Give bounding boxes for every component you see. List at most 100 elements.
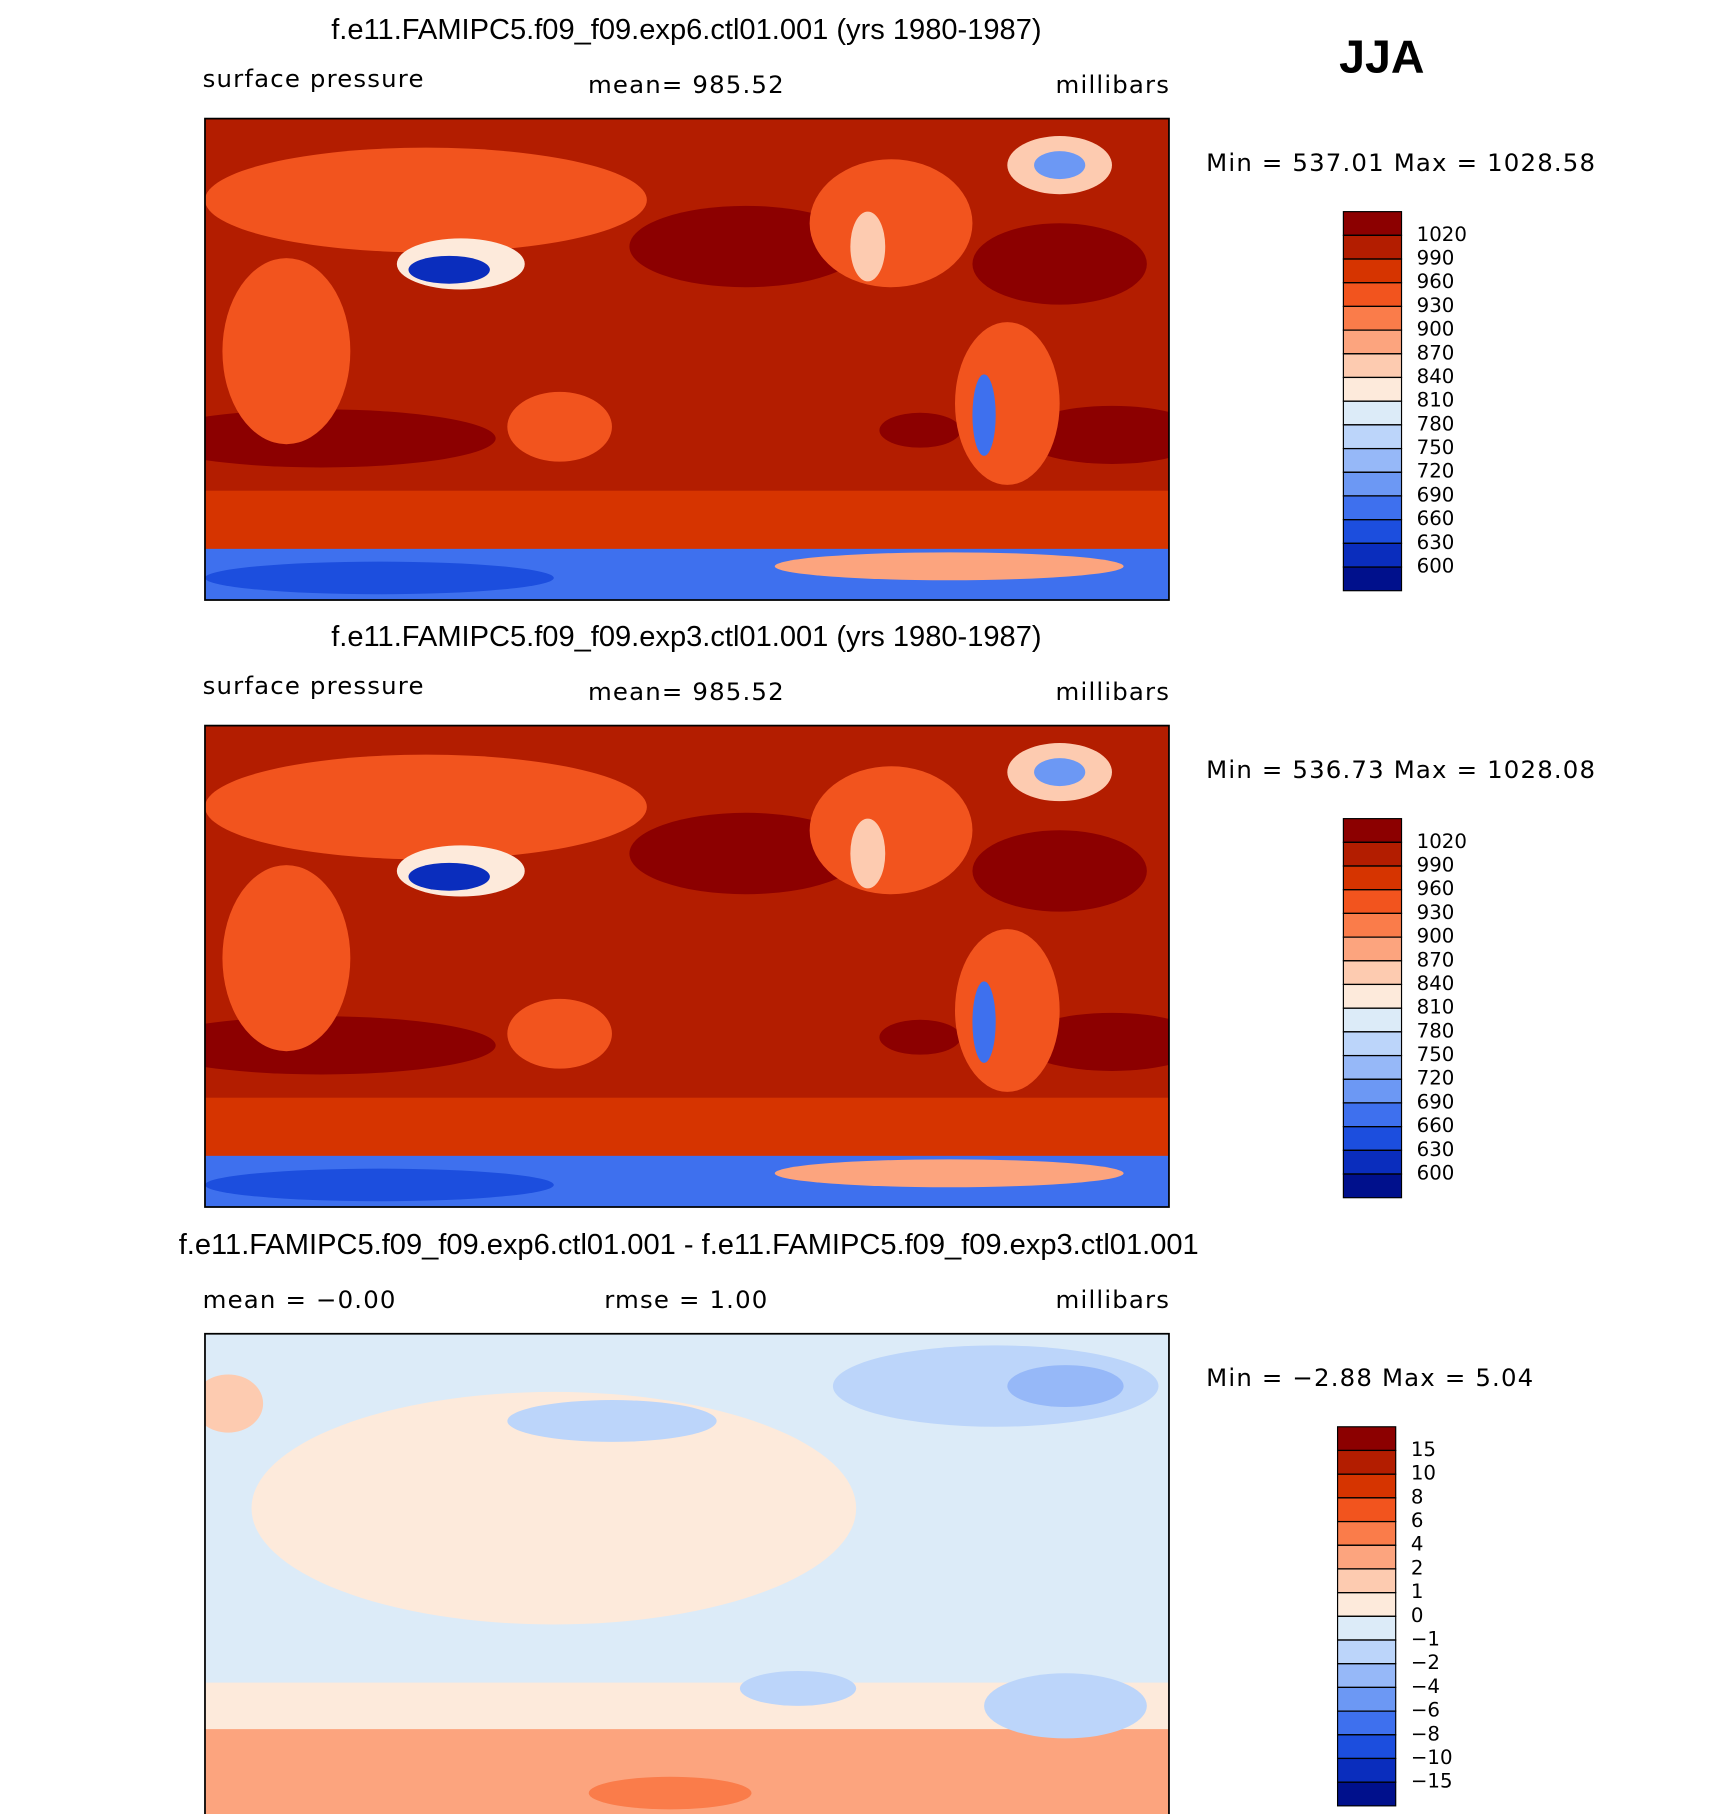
colorbar-box [1342, 566, 1403, 592]
colorbar-label: −8 [1411, 1722, 1440, 1745]
colorbar-label: 600 [1417, 1162, 1455, 1185]
subtitle-center: rmse = 1.00 [604, 1285, 768, 1314]
colorbar-box [1336, 1639, 1397, 1665]
colorbar-box [1342, 353, 1403, 379]
rockies [850, 211, 886, 282]
subtitle-left: mean = −0.00 [203, 1285, 397, 1314]
australia [507, 998, 612, 1069]
rockies [850, 818, 886, 889]
south-america [955, 929, 1060, 1092]
andes [972, 374, 996, 456]
colorbar-label: 990 [1417, 247, 1455, 270]
colorbar-box [1342, 983, 1403, 1009]
colorbar-box [1342, 889, 1403, 914]
colorbar-label: 750 [1417, 1043, 1455, 1066]
south-america [955, 322, 1060, 485]
colorbar-box [1342, 424, 1403, 450]
colorbar-box [1336, 1473, 1397, 1499]
colorbar-label: 870 [1417, 341, 1455, 364]
map-fill [204, 1333, 1169, 1814]
cream-eurasia [251, 1391, 857, 1625]
colorbar-label: 1020 [1417, 830, 1467, 853]
colorbar-box [1342, 1149, 1403, 1175]
colorbar-box [1342, 542, 1403, 568]
colorbar-label: 960 [1417, 270, 1455, 293]
high-atlantic [972, 223, 1147, 305]
colorbar-box [1342, 1031, 1403, 1057]
colorbar-box [1342, 400, 1403, 426]
colorbar-box [1342, 258, 1403, 284]
greenland-ice [1034, 758, 1086, 787]
colorbar-label: 750 [1417, 436, 1455, 459]
min-max: Min = −2.88 Max = 5.04 [1206, 1363, 1534, 1392]
colorbar-box [1336, 1592, 1397, 1617]
map-frame [204, 1332, 1170, 1814]
colorbar-box [1342, 376, 1403, 402]
antarctic-deep [204, 1168, 554, 1202]
min-max: Min = 536.73 Max = 1028.08 [1206, 755, 1596, 784]
colorbar-label: 870 [1417, 948, 1455, 971]
colorbar-label: −1 [1411, 1628, 1440, 1651]
africa [222, 865, 351, 1052]
colorbar-box [1336, 1686, 1397, 1712]
colorbar-label: 660 [1417, 507, 1455, 530]
map [204, 1332, 1170, 1814]
colorbar-box [1336, 1568, 1397, 1594]
colorbar-box [1336, 1449, 1397, 1475]
subtitle-right: millibars [1056, 1285, 1171, 1314]
colorbar-label: 930 [1417, 294, 1455, 317]
antarctic-edge [774, 552, 1124, 581]
colorbar-label: 600 [1417, 555, 1455, 578]
north-america [809, 766, 973, 895]
colorbar-box [1336, 1544, 1397, 1570]
map [204, 117, 1170, 601]
antarctic-edge [774, 1159, 1124, 1188]
high-pacific [629, 205, 862, 288]
colorbar-box [1342, 1007, 1403, 1033]
colorbar-box [1342, 519, 1403, 544]
colorbar-box [1336, 1520, 1397, 1546]
high-south-pac [879, 412, 961, 448]
map-fill [204, 725, 1169, 1208]
colorbar-label: 900 [1417, 318, 1455, 341]
colorbar-label: 810 [1417, 389, 1455, 412]
colorbar-box [1342, 818, 1403, 843]
colorbar-box [1342, 1078, 1403, 1104]
colorbar-box [1342, 495, 1403, 521]
colorbar-label: 4 [1411, 1533, 1424, 1556]
colorbar-box [1336, 1710, 1397, 1736]
colorbar-label: −10 [1411, 1746, 1453, 1769]
colorbar-label: 1 [1411, 1580, 1424, 1603]
colorbar-box [1342, 960, 1403, 986]
colorbar-box [1342, 912, 1403, 938]
colorbar-label: −6 [1411, 1699, 1440, 1722]
subtitle-right: millibars [1056, 70, 1171, 99]
south-low [984, 1673, 1147, 1739]
andes [972, 981, 996, 1063]
eurasia [204, 147, 647, 253]
colorbar-label: 720 [1417, 460, 1455, 483]
colorbar-box [1336, 1734, 1397, 1760]
colorbar-box [1342, 305, 1403, 331]
colorbar-label: 840 [1417, 972, 1455, 995]
colorbar-label: 990 [1417, 854, 1455, 877]
colorbar-box [1336, 1663, 1397, 1688]
colorbar-box [1342, 282, 1403, 307]
south-deep [588, 1776, 752, 1810]
colorbar-label: 810 [1417, 996, 1455, 1019]
greenland-low [1007, 1365, 1124, 1408]
colorbar-label: 660 [1417, 1114, 1455, 1137]
colorbar-box [1342, 1126, 1403, 1151]
panel-title: f.e11.FAMIPC5.f09_f09.exp6.ctl01.001 (yr… [331, 14, 1041, 46]
colorbar-box [1342, 1102, 1403, 1128]
colorbar-label: −2 [1411, 1651, 1440, 1674]
colorbar-label: −15 [1411, 1770, 1453, 1793]
colorbar-box [1342, 1173, 1403, 1199]
subtitle-right: millibars [1056, 677, 1171, 706]
high-atlantic [972, 830, 1147, 912]
subtitle-center: mean= 985.52 [588, 677, 785, 706]
colorbar-box [1342, 329, 1403, 355]
colorbar-label: 0 [1411, 1604, 1424, 1627]
colorbar-label: 10 [1411, 1462, 1436, 1485]
